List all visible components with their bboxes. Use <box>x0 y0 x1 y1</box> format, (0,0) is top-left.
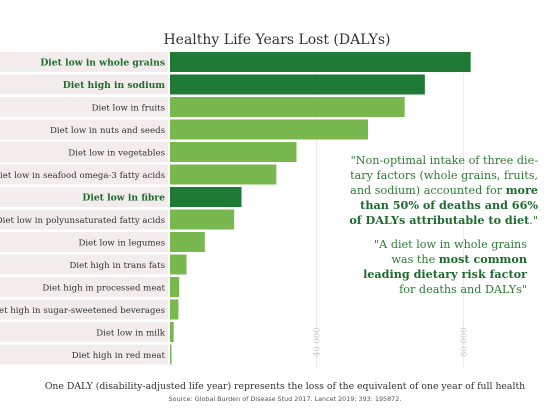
bar <box>170 209 235 230</box>
bar <box>170 119 368 140</box>
bar <box>170 74 425 95</box>
bar <box>170 187 242 207</box>
category-label: Diet high in sugar-sweetened beverages <box>0 306 165 316</box>
category-label: Diet low in milk <box>96 328 166 338</box>
category-label-background <box>0 142 168 162</box>
category-label: Diet low in polyunsaturated fatty acids <box>0 216 165 226</box>
x-axis-ticks: 40 000 80 000 <box>313 327 470 357</box>
category-label-background <box>0 277 168 297</box>
callout-1-text-b: more than 50% of deaths and 66% of DALYs… <box>349 183 538 227</box>
category-label-background <box>0 74 168 95</box>
x-tick-label: 40 000 <box>313 327 323 357</box>
callout-2-text-b: most common leading dietary risk factor <box>363 252 527 281</box>
category-label: Diet high in trans fats <box>69 261 165 271</box>
callout-1-text-a: "Non-optimal intake of three die-tary fa… <box>350 154 538 197</box>
category-label-background <box>0 299 168 320</box>
category-label: Diet high in red meat <box>72 351 166 361</box>
bar-rows: Diet low in whole grains Diet high in sod… <box>0 52 471 365</box>
category-label: Diet low in whole grains <box>40 57 165 68</box>
bar <box>170 52 471 72</box>
category-label: Diet low in fruits <box>92 103 165 113</box>
chart-title: Healthy Life Years Lost (DALYs) <box>163 32 390 48</box>
bar <box>170 232 205 252</box>
bar <box>170 254 187 275</box>
source-citation: Source: Global Burden of Disease Stud 20… <box>169 395 402 403</box>
category-label-background <box>0 52 168 72</box>
bar <box>170 299 179 320</box>
bar <box>170 277 180 297</box>
category-label-background <box>0 322 168 342</box>
bar <box>170 142 297 162</box>
callout-1-text-c: ." <box>529 214 538 227</box>
bar <box>170 344 172 365</box>
bar <box>170 322 174 342</box>
category-label-background <box>0 232 168 252</box>
category-label-background <box>0 97 168 117</box>
category-label: Diet low in vegetables <box>68 148 165 158</box>
bar <box>170 97 405 117</box>
callout-2-text-c: for deaths and DALYs" <box>399 283 527 296</box>
category-label-background <box>0 187 168 207</box>
callout-quote-2: "A diet low in whole grains was the most… <box>350 237 527 297</box>
category-label-background <box>0 164 168 185</box>
category-label: Diet low in seafood omega-3 fatty acids <box>0 171 165 181</box>
daly-definition: One DALY (disability-adjusted life year)… <box>45 381 525 392</box>
category-label-background <box>0 254 168 275</box>
category-label: Diet high in sodium <box>63 80 165 91</box>
bar <box>170 164 277 185</box>
callout-2-text-a: "A diet low in whole grains was the <box>374 238 527 266</box>
category-label: Diet high in processed meat <box>42 283 165 293</box>
category-label-background <box>0 119 168 140</box>
callout-quote-1: "Non-optimal intake of three die-tary fa… <box>345 153 538 228</box>
category-label: Diet low in legumes <box>79 238 165 248</box>
x-tick-label: 80 000 <box>459 327 469 357</box>
category-label-background <box>0 209 168 230</box>
category-label-background <box>0 344 168 365</box>
category-label: Diet low in fibre <box>82 192 165 203</box>
category-label: Diet low in nuts and seeds <box>50 126 165 136</box>
